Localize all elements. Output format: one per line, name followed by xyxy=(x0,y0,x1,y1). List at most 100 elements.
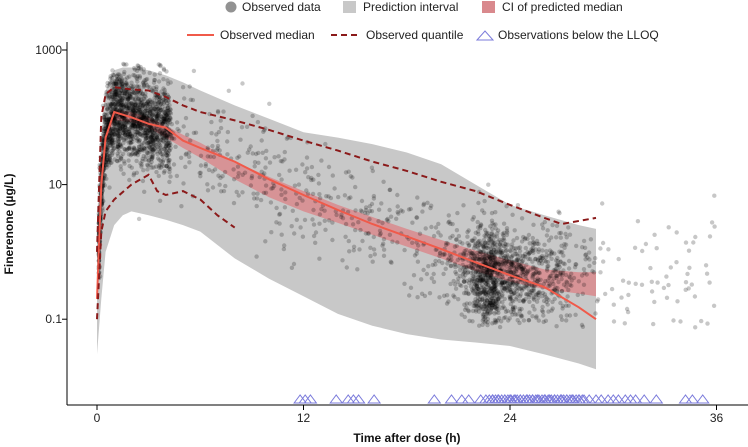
observed-data-point xyxy=(114,97,119,103)
observed-data-point xyxy=(103,123,108,128)
observed-data-point xyxy=(136,139,141,145)
observed-data-point xyxy=(444,301,450,306)
observed-data-point xyxy=(162,146,168,151)
observed-data-point xyxy=(111,146,116,151)
observed-data-point xyxy=(161,116,166,121)
observed-data-point xyxy=(159,158,164,164)
observed-data-point xyxy=(145,84,151,90)
observed-data-point xyxy=(119,98,125,103)
observed-data-point xyxy=(298,225,303,230)
observed-data-point xyxy=(574,243,579,249)
observed-data-point xyxy=(135,93,140,98)
observed-data-point xyxy=(107,159,112,165)
observed-data-point xyxy=(433,262,438,267)
observed-data-point xyxy=(150,118,156,123)
observed-data-point xyxy=(131,122,136,128)
observed-data-point xyxy=(135,125,140,130)
observed-data-point xyxy=(131,136,136,141)
observed-data-point xyxy=(125,97,131,102)
observed-data-point xyxy=(157,128,162,134)
observed-data-point xyxy=(139,122,144,128)
observed-data-point xyxy=(136,96,141,101)
observed-data-point xyxy=(666,225,671,230)
observed-data-point xyxy=(140,111,145,117)
observed-data-point xyxy=(139,112,144,117)
observed-data-point xyxy=(122,62,127,67)
observed-data-point xyxy=(110,144,115,149)
observed-data-point xyxy=(259,138,264,143)
observed-data-point xyxy=(106,157,111,163)
observed-data-point xyxy=(272,155,277,160)
observed-data-point xyxy=(318,196,323,201)
observed-data-point xyxy=(144,118,150,123)
observed-data-point xyxy=(161,163,166,169)
observed-data-point xyxy=(346,169,351,174)
observed-data-point xyxy=(128,132,133,137)
observed-data-point xyxy=(131,105,136,110)
observed-data-point xyxy=(365,231,371,236)
observed-data-point xyxy=(162,113,167,119)
observed-data-point xyxy=(554,223,560,228)
observed-data-point xyxy=(134,138,140,143)
observed-data-point xyxy=(142,112,147,118)
observed-data-point xyxy=(114,89,119,95)
observed-data-point xyxy=(462,251,467,256)
observed-data-point xyxy=(116,139,121,144)
observed-data-point xyxy=(494,294,500,299)
observed-data-point xyxy=(136,147,141,152)
observed-data-point xyxy=(153,111,159,117)
observed-data-point xyxy=(142,115,147,120)
observed-data-point xyxy=(147,139,152,145)
lloq-triangle xyxy=(444,394,459,404)
observed-data-point xyxy=(129,80,134,85)
observed-data-point xyxy=(125,75,130,80)
observed-data-point xyxy=(119,82,125,88)
observed-data-point xyxy=(128,118,133,123)
observed-data-point xyxy=(460,241,465,246)
observed-data-point xyxy=(117,142,122,148)
observed-data-point xyxy=(105,106,110,111)
observed-data-point xyxy=(398,208,404,213)
observed-data-point xyxy=(131,121,136,126)
observed-data-point xyxy=(108,142,113,147)
observed-data-point xyxy=(128,153,133,158)
observed-data-point xyxy=(151,80,157,85)
observed-data-point xyxy=(133,110,138,115)
observed-data-point xyxy=(126,100,131,105)
observed-data-point xyxy=(639,282,645,287)
observed-data-point xyxy=(558,300,563,306)
observed-data-point xyxy=(119,102,124,108)
observed-data-point xyxy=(119,154,124,159)
observed-data-point xyxy=(104,147,110,152)
observed-data-point xyxy=(115,76,121,82)
observed-data-point xyxy=(179,204,184,209)
observed-data-point xyxy=(163,98,169,104)
observed-data-point xyxy=(137,150,142,155)
observed-data-point xyxy=(110,68,115,73)
observed-data-point xyxy=(158,165,164,170)
observed-data-point xyxy=(511,260,516,265)
observed-data-point xyxy=(130,151,135,156)
observed-data-point xyxy=(150,89,156,94)
observed-data-point xyxy=(478,269,484,274)
observed-data-point xyxy=(161,131,167,137)
observed-data-point xyxy=(183,152,188,157)
observed-data-point xyxy=(130,107,135,113)
observed-data-point xyxy=(144,154,149,159)
observed-data-point xyxy=(142,78,147,83)
observed-data-point xyxy=(153,128,158,133)
observed-data-point xyxy=(287,168,292,173)
observed-data-point xyxy=(117,136,123,141)
observed-data-point xyxy=(545,266,550,272)
observed-data-point xyxy=(130,102,135,108)
observed-data-point xyxy=(115,92,120,98)
observed-data-point xyxy=(142,189,147,194)
observed-data-point xyxy=(140,115,146,121)
observed-data-point xyxy=(240,81,245,86)
observed-data-point xyxy=(464,264,469,269)
observed-data-point xyxy=(512,228,517,233)
observed-data-point xyxy=(104,153,110,158)
observed-data-point xyxy=(138,107,143,113)
observed-data-point xyxy=(126,146,131,151)
observed-data-point xyxy=(205,182,210,187)
